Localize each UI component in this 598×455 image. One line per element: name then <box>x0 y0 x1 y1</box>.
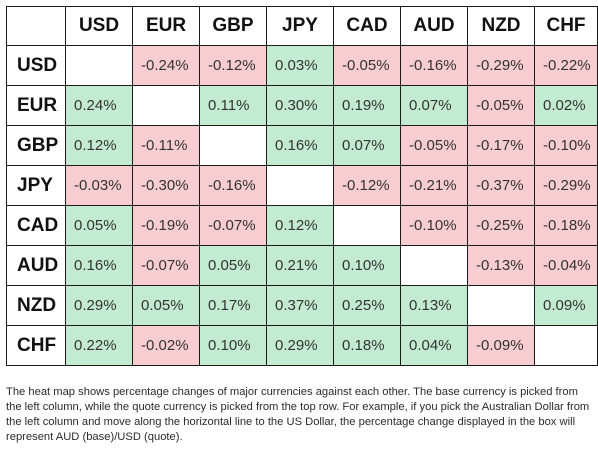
heatmap-cell-chf-nzd: -0.09% <box>468 326 535 366</box>
heatmap-cell-eur-gbp: 0.11% <box>200 86 267 126</box>
heatmap-cell-jpy-usd: -0.03% <box>66 166 133 206</box>
heatmap-cell-cad-chf: -0.18% <box>535 206 598 246</box>
row-header-cad: CAD <box>6 206 66 246</box>
column-header-aud: AUD <box>401 6 468 46</box>
heatmap-cell-nzd-nzd <box>468 286 535 326</box>
heatmap-cell-eur-eur <box>133 86 200 126</box>
heatmap-cell-eur-cad: 0.19% <box>334 86 401 126</box>
heatmap-cell-chf-aud: 0.04% <box>401 326 468 366</box>
heatmap-cell-aud-usd: 0.16% <box>66 246 133 286</box>
heatmap-cell-usd-chf: -0.22% <box>535 46 598 86</box>
column-header-gbp: GBP <box>200 6 267 46</box>
heatmap-cell-usd-eur: -0.24% <box>133 46 200 86</box>
heatmap-cell-cad-cad <box>334 206 401 246</box>
heatmap-cell-chf-gbp: 0.10% <box>200 326 267 366</box>
heatmap-cell-nzd-cad: 0.25% <box>334 286 401 326</box>
heatmap-cell-jpy-chf: -0.29% <box>535 166 598 206</box>
heatmap-cell-usd-cad: -0.05% <box>334 46 401 86</box>
heatmap-cell-gbp-usd: 0.12% <box>66 126 133 166</box>
row-header-chf: CHF <box>6 326 66 366</box>
heatmap-cell-cad-eur: -0.19% <box>133 206 200 246</box>
row-header-aud: AUD <box>6 246 66 286</box>
heatmap-cell-gbp-nzd: -0.17% <box>468 126 535 166</box>
row-header-gbp: GBP <box>6 126 66 166</box>
column-header-jpy: JPY <box>267 6 334 46</box>
heatmap-corner <box>6 6 66 46</box>
heatmap-cell-gbp-cad: 0.07% <box>334 126 401 166</box>
heatmap-cell-jpy-eur: -0.30% <box>133 166 200 206</box>
heatmap-cell-nzd-chf: 0.09% <box>535 286 598 326</box>
heatmap-cell-nzd-gbp: 0.17% <box>200 286 267 326</box>
heatmap-cell-cad-jpy: 0.12% <box>267 206 334 246</box>
heatmap-cell-cad-nzd: -0.25% <box>468 206 535 246</box>
heatmap-cell-gbp-jpy: 0.16% <box>267 126 334 166</box>
heatmap-cell-chf-cad: 0.18% <box>334 326 401 366</box>
heatmap-cell-usd-aud: -0.16% <box>401 46 468 86</box>
heatmap-cell-chf-usd: 0.22% <box>66 326 133 366</box>
heatmap-cell-eur-jpy: 0.30% <box>267 86 334 126</box>
heatmap-cell-aud-eur: -0.07% <box>133 246 200 286</box>
heatmap-cell-eur-usd: 0.24% <box>66 86 133 126</box>
column-header-nzd: NZD <box>468 6 535 46</box>
heatmap-cell-usd-usd <box>66 46 133 86</box>
heatmap-cell-jpy-aud: -0.21% <box>401 166 468 206</box>
heatmap-cell-cad-aud: -0.10% <box>401 206 468 246</box>
heatmap-cell-aud-jpy: 0.21% <box>267 246 334 286</box>
heatmap-cell-jpy-nzd: -0.37% <box>468 166 535 206</box>
heatmap-cell-jpy-jpy <box>267 166 334 206</box>
column-header-chf: CHF <box>535 6 598 46</box>
heatmap-cell-chf-eur: -0.02% <box>133 326 200 366</box>
heatmap-cell-nzd-usd: 0.29% <box>66 286 133 326</box>
heatmap-cell-eur-chf: 0.02% <box>535 86 598 126</box>
heatmap-cell-aud-nzd: -0.13% <box>468 246 535 286</box>
heatmap-footnote: The heat map shows percentage changes of… <box>6 386 590 443</box>
row-header-jpy: JPY <box>6 166 66 206</box>
heatmap-cell-jpy-gbp: -0.16% <box>200 166 267 206</box>
row-header-usd: USD <box>6 46 66 86</box>
heatmap-cell-usd-jpy: 0.03% <box>267 46 334 86</box>
heatmap-cell-aud-chf: -0.04% <box>535 246 598 286</box>
heatmap-cell-gbp-eur: -0.11% <box>133 126 200 166</box>
heatmap-cell-nzd-eur: 0.05% <box>133 286 200 326</box>
heatmap-cell-chf-jpy: 0.29% <box>267 326 334 366</box>
heatmap-cell-aud-aud <box>401 246 468 286</box>
column-header-cad: CAD <box>334 6 401 46</box>
heatmap-cell-cad-gbp: -0.07% <box>200 206 267 246</box>
heatmap-cell-usd-nzd: -0.29% <box>468 46 535 86</box>
heatmap-cell-chf-chf <box>535 326 598 366</box>
heatmap-cell-nzd-jpy: 0.37% <box>267 286 334 326</box>
row-header-nzd: NZD <box>6 286 66 326</box>
row-header-eur: EUR <box>6 86 66 126</box>
heatmap-cell-gbp-aud: -0.05% <box>401 126 468 166</box>
column-header-usd: USD <box>66 6 133 46</box>
heatmap-cell-usd-gbp: -0.12% <box>200 46 267 86</box>
heatmap-cell-aud-gbp: 0.05% <box>200 246 267 286</box>
heatmap-cell-eur-nzd: -0.05% <box>468 86 535 126</box>
heatmap-cell-nzd-aud: 0.13% <box>401 286 468 326</box>
heatmap-cell-cad-usd: 0.05% <box>66 206 133 246</box>
heatmap-cell-eur-aud: 0.07% <box>401 86 468 126</box>
heatmap-cell-gbp-chf: -0.10% <box>535 126 598 166</box>
heatmap-cell-jpy-cad: -0.12% <box>334 166 401 206</box>
heatmap-cell-aud-cad: 0.10% <box>334 246 401 286</box>
heatmap-cell-gbp-gbp <box>200 126 267 166</box>
column-header-eur: EUR <box>133 6 200 46</box>
